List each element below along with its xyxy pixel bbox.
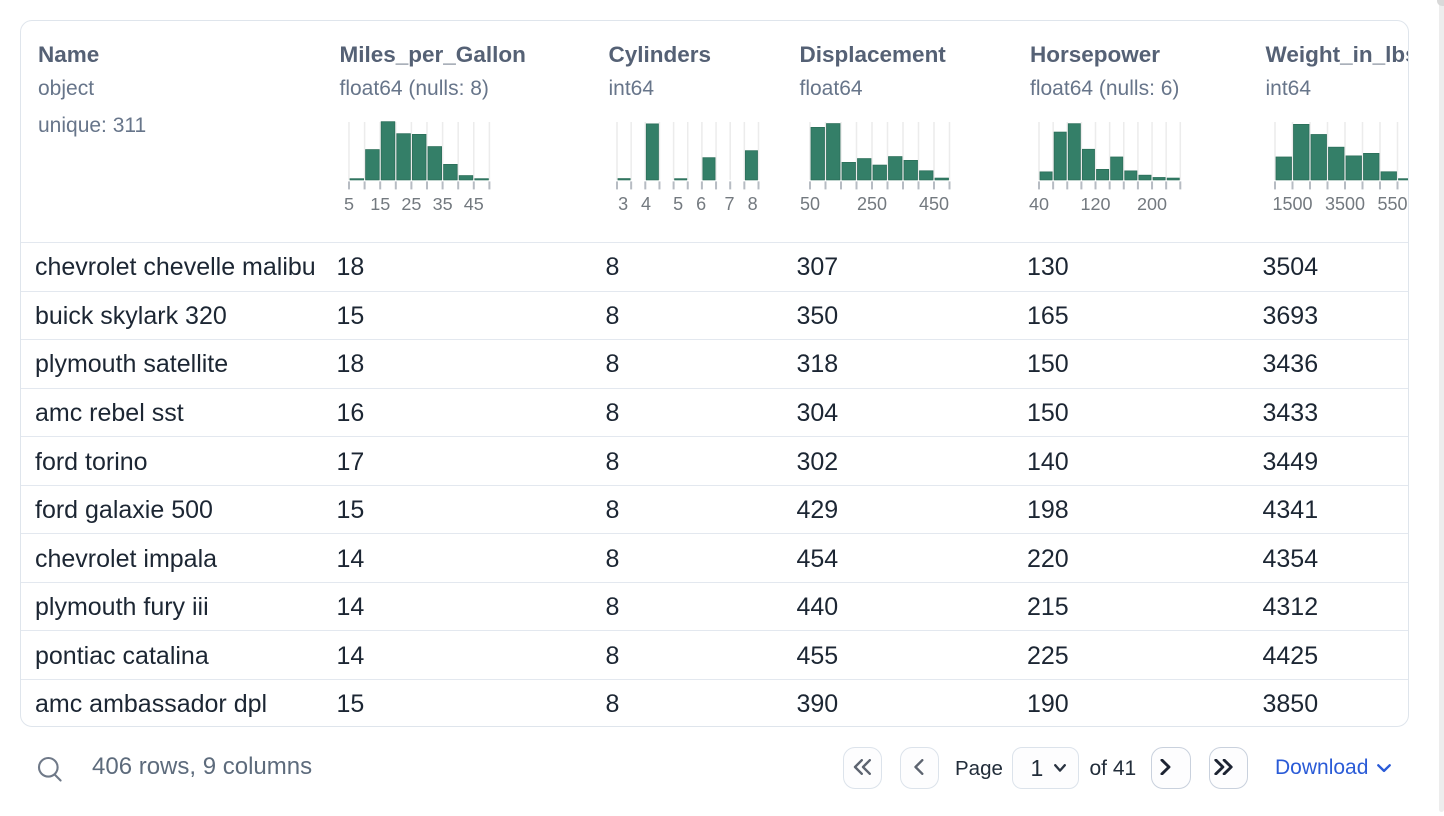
svg-text:5: 5 <box>344 193 354 213</box>
svg-text:5500: 5500 <box>1377 194 1409 214</box>
svg-text:4: 4 <box>641 194 651 214</box>
svg-text:200: 200 <box>1137 193 1167 213</box>
svg-text:35: 35 <box>432 193 452 213</box>
svg-text:7: 7 <box>725 194 735 214</box>
svg-text:8: 8 <box>748 194 758 214</box>
svg-text:450: 450 <box>919 194 949 214</box>
svg-text:3500: 3500 <box>1325 194 1365 214</box>
svg-text:5: 5 <box>673 194 683 214</box>
svg-text:40: 40 <box>1029 193 1049 213</box>
svg-text:250: 250 <box>857 194 887 214</box>
svg-text:25: 25 <box>401 193 421 213</box>
svg-text:120: 120 <box>1081 193 1111 213</box>
svg-text:45: 45 <box>463 193 483 213</box>
svg-text:1500: 1500 <box>1272 194 1312 214</box>
svg-text:50: 50 <box>800 194 820 214</box>
svg-text:3: 3 <box>618 194 628 214</box>
svg-text:6: 6 <box>696 194 706 214</box>
svg-text:15: 15 <box>370 193 390 213</box>
